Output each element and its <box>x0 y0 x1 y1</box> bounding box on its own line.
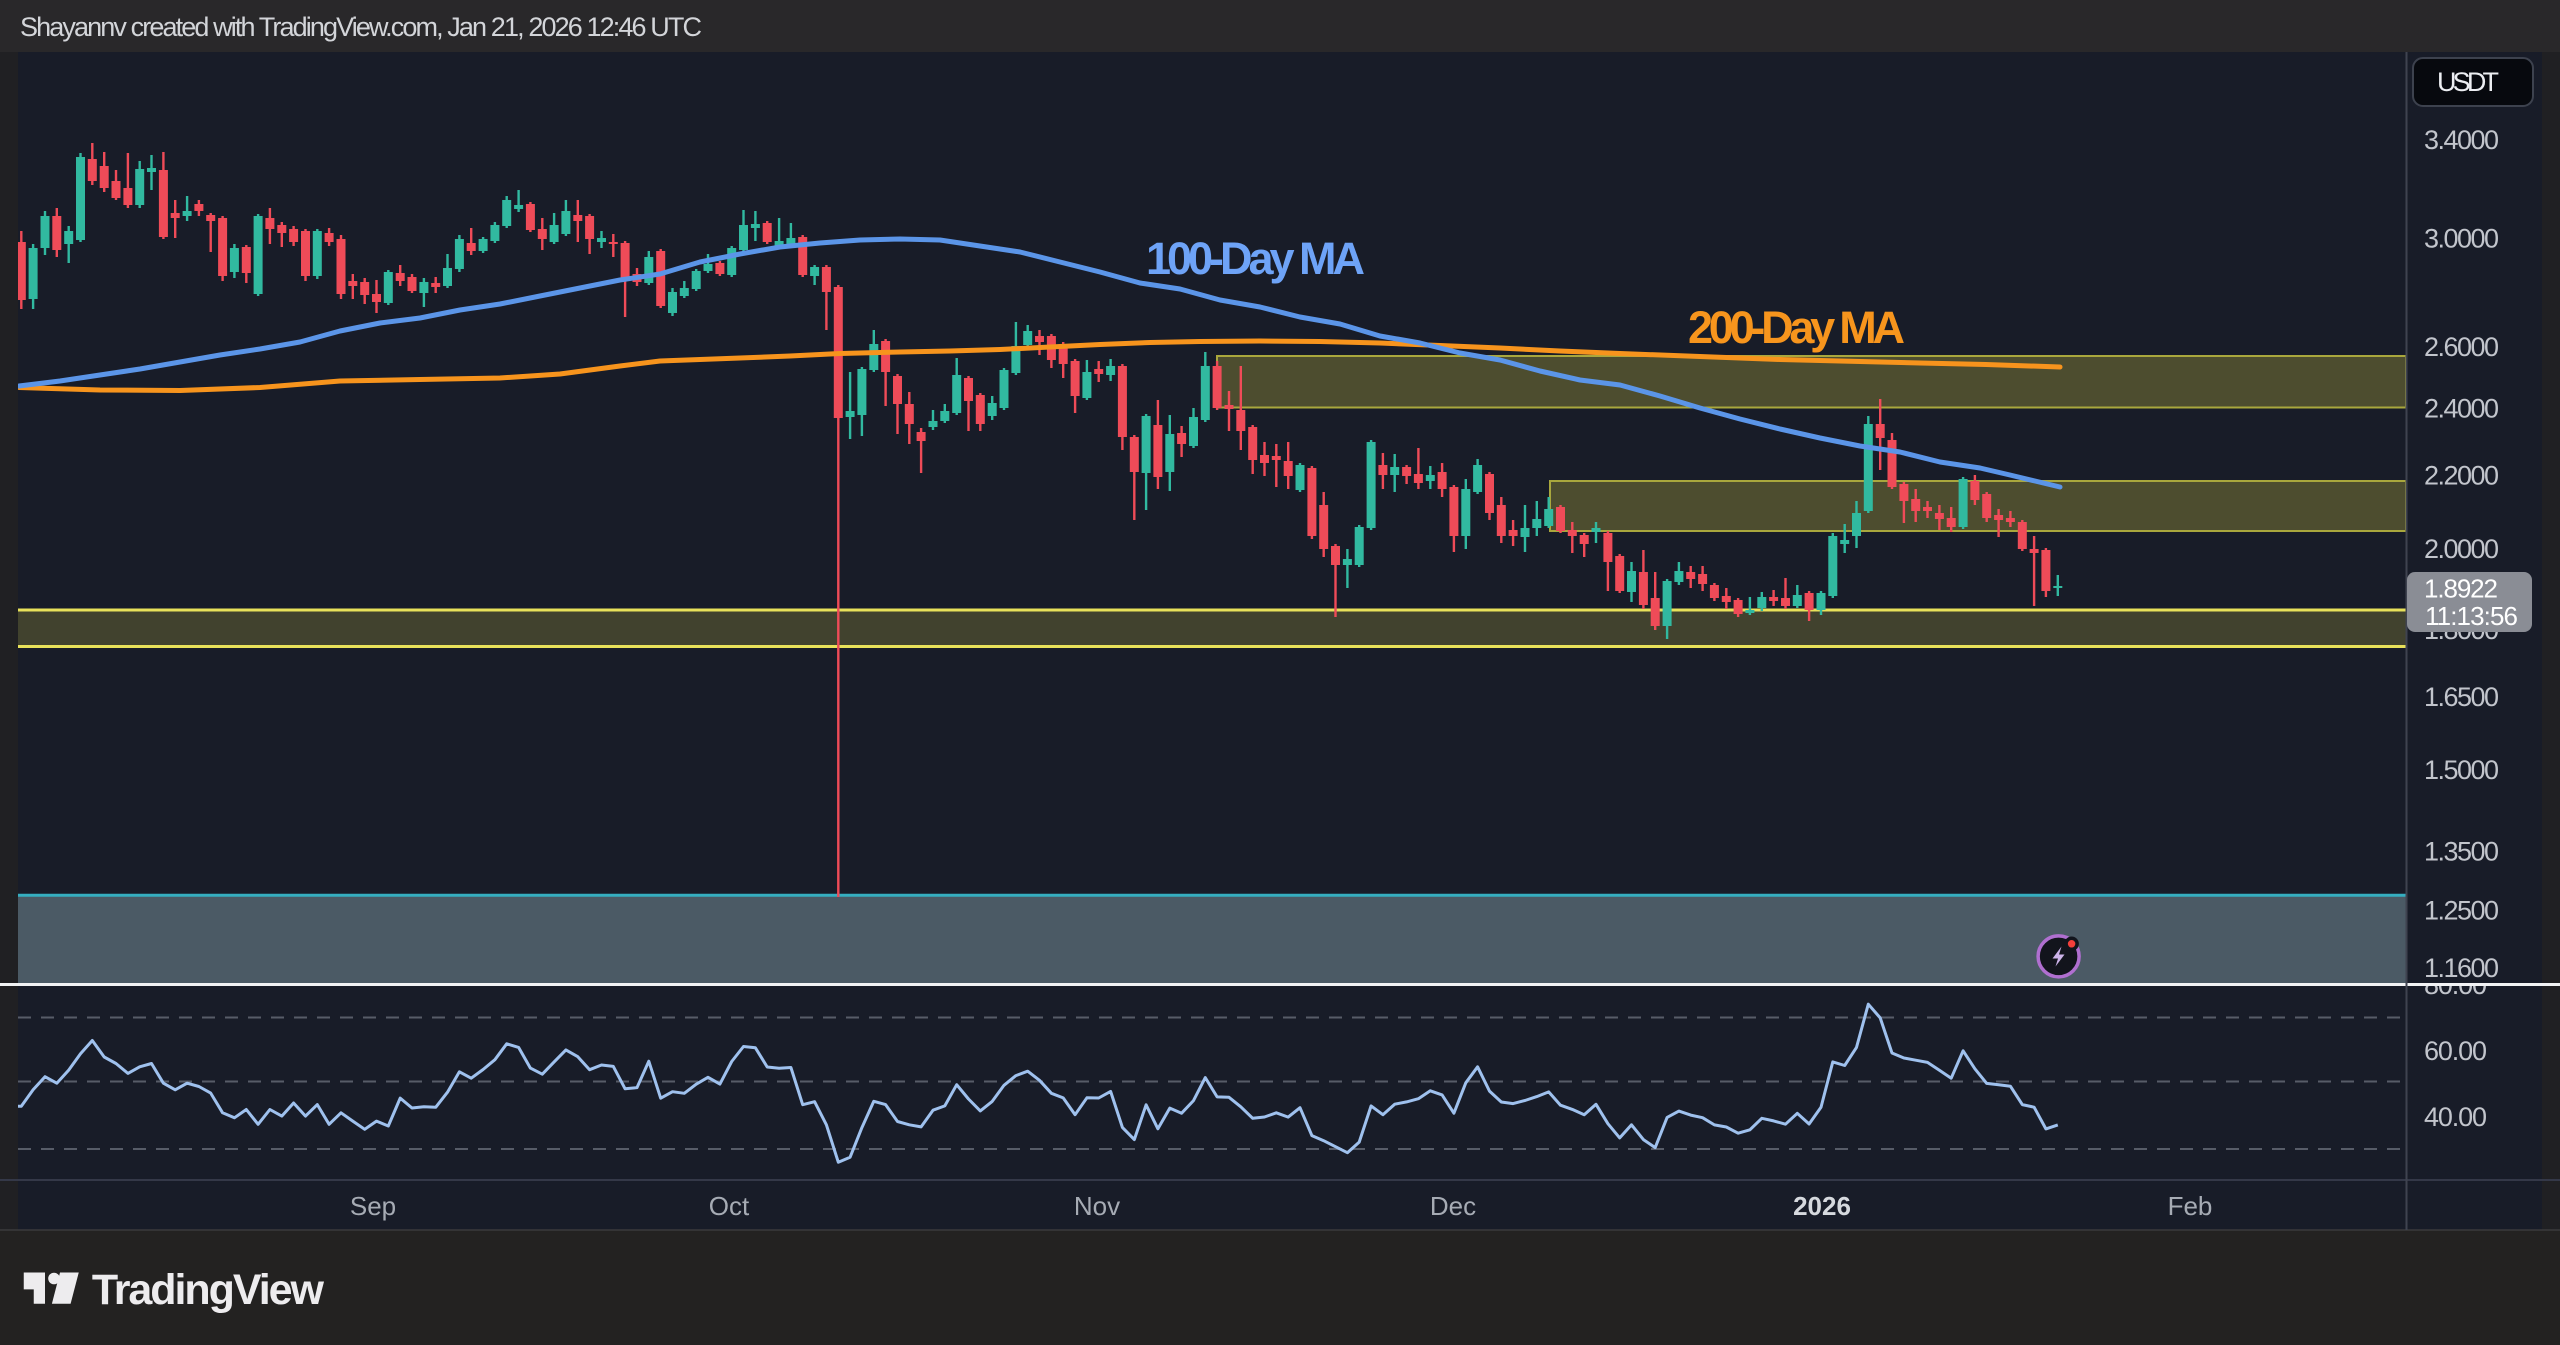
svg-text:1.2500: 1.2500 <box>2424 896 2499 926</box>
svg-text:Nov: Nov <box>1074 1191 1120 1221</box>
svg-text:100-Day MA: 100-Day MA <box>1146 233 1365 284</box>
svg-text:3.4000: 3.4000 <box>2424 125 2499 155</box>
svg-text:11:13:56: 11:13:56 <box>2425 601 2518 631</box>
svg-text:1.5000: 1.5000 <box>2424 755 2499 785</box>
svg-text:1.6500: 1.6500 <box>2424 682 2499 712</box>
svg-text:2.4000: 2.4000 <box>2424 394 2499 424</box>
svg-text:2.6000: 2.6000 <box>2424 332 2499 362</box>
svg-text:1.1600: 1.1600 <box>2424 953 2499 983</box>
svg-text:200-Day MA: 200-Day MA <box>1688 302 1905 353</box>
svg-text:1.3500: 1.3500 <box>2424 836 2499 866</box>
svg-text:TradingView: TradingView <box>92 1266 325 1314</box>
svg-text:2.0000: 2.0000 <box>2424 534 2499 564</box>
svg-text:2.2000: 2.2000 <box>2424 460 2499 490</box>
svg-text:1.8922: 1.8922 <box>2424 574 2498 604</box>
svg-text:60.00: 60.00 <box>2424 1036 2487 1066</box>
svg-text:Dec: Dec <box>1430 1191 1476 1221</box>
svg-text:USDT: USDT <box>2437 67 2499 97</box>
svg-text:Feb: Feb <box>2168 1191 2213 1221</box>
svg-text:40.00: 40.00 <box>2424 1102 2487 1132</box>
svg-text:Sep: Sep <box>350 1191 396 1221</box>
svg-text:2026: 2026 <box>1793 1191 1851 1221</box>
svg-text:Shayannv created with TradingV: Shayannv created with TradingView.com, J… <box>20 12 702 42</box>
svg-text:Oct: Oct <box>709 1191 750 1221</box>
svg-text:3.0000: 3.0000 <box>2424 224 2499 254</box>
svg-text:80.00: 80.00 <box>2424 970 2487 1000</box>
